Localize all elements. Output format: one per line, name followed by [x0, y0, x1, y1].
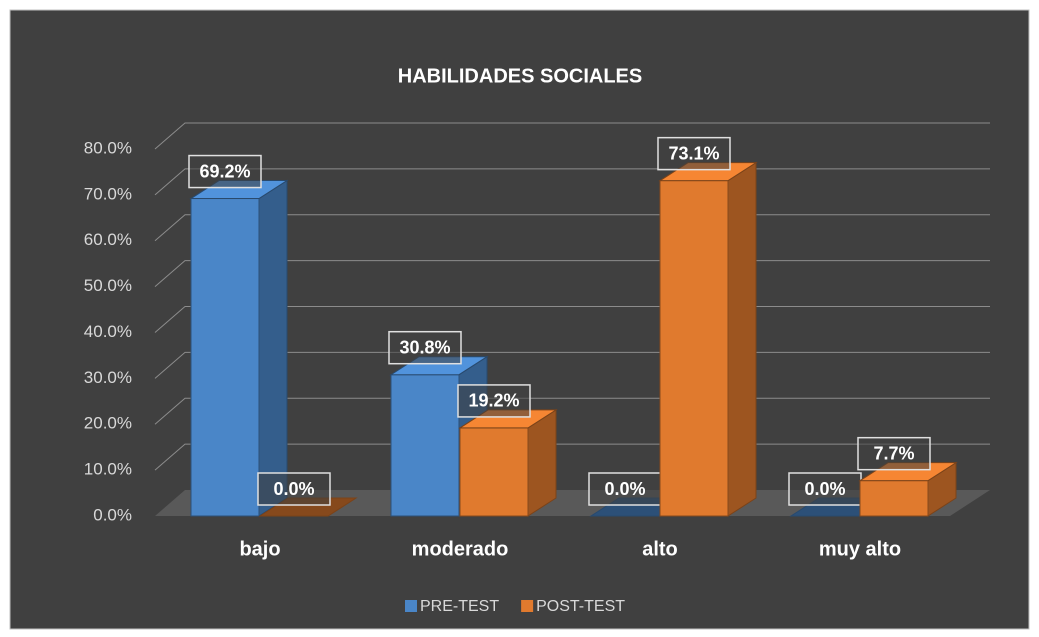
bar-front [190, 198, 260, 517]
x-tick-label: moderado [412, 538, 509, 560]
bar [458, 409, 558, 517]
data-label: 73.1% [668, 143, 719, 163]
legend-label: PRE-TEST [420, 598, 499, 615]
y-tick-label: 20.0% [84, 414, 132, 433]
data-label-box [257, 472, 331, 506]
data-label-box [457, 384, 531, 418]
data-label: 30.8% [399, 337, 450, 357]
legend-swatch [521, 600, 534, 612]
bar-front [859, 480, 929, 517]
bar-side [258, 179, 288, 517]
bar [658, 161, 758, 517]
y-tick-label: 10.0% [84, 460, 132, 479]
legend-swatch [405, 600, 417, 612]
chart-background [9, 9, 1030, 630]
data-label-box [657, 136, 731, 171]
y-tick-label: 80.0% [84, 138, 132, 157]
x-tick-label: muy alto [819, 538, 901, 560]
data-label: 7.7% [873, 443, 914, 463]
data-label: 0.0% [804, 479, 845, 499]
data-label-box [388, 330, 462, 365]
legend-label: POST-TEST [536, 598, 625, 615]
y-tick-label: 30.0% [84, 368, 132, 387]
y-tick-label: 40.0% [84, 322, 132, 341]
bar-front [390, 374, 460, 517]
chart-title: HABILIDADES SOCIALES [398, 65, 642, 87]
x-tick-label: alto [642, 538, 678, 560]
y-tick-label: 0.0% [93, 505, 132, 524]
data-label: 19.2% [468, 391, 519, 411]
data-label-box [788, 472, 862, 506]
y-tick-label: 60.0% [84, 230, 132, 249]
data-label-box [857, 436, 931, 471]
bar-side [527, 409, 557, 517]
y-tick-label: 70.0% [84, 184, 132, 203]
x-tick-label: bajo [239, 538, 280, 560]
floor [155, 490, 990, 516]
data-label: 0.0% [273, 479, 314, 499]
bar [858, 461, 958, 517]
bar-front [459, 427, 529, 517]
data-label: 69.2% [199, 161, 250, 181]
y-tick-label: 50.0% [84, 276, 132, 295]
grid-line [154, 122, 990, 150]
bar-front [659, 180, 729, 517]
bar [189, 179, 289, 517]
data-label-box [188, 154, 262, 189]
data-label: 0.0% [604, 479, 645, 499]
bar-side [727, 161, 757, 517]
data-label-box [588, 472, 662, 506]
